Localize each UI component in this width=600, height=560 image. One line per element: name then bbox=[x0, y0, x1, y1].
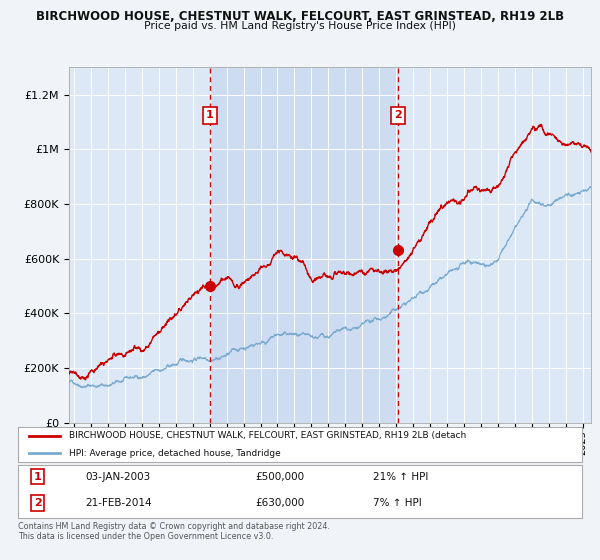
Text: 7% ↑ HPI: 7% ↑ HPI bbox=[373, 498, 422, 508]
Text: 2: 2 bbox=[34, 498, 41, 508]
Text: BIRCHWOOD HOUSE, CHESTNUT WALK, FELCOURT, EAST GRINSTEAD, RH19 2LB (detach: BIRCHWOOD HOUSE, CHESTNUT WALK, FELCOURT… bbox=[69, 431, 466, 441]
Text: BIRCHWOOD HOUSE, CHESTNUT WALK, FELCOURT, EAST GRINSTEAD, RH19 2LB: BIRCHWOOD HOUSE, CHESTNUT WALK, FELCOURT… bbox=[36, 10, 564, 23]
Text: 1: 1 bbox=[206, 110, 214, 120]
Text: Contains HM Land Registry data © Crown copyright and database right 2024.
This d: Contains HM Land Registry data © Crown c… bbox=[18, 522, 330, 542]
Text: 21% ↑ HPI: 21% ↑ HPI bbox=[373, 472, 428, 482]
Text: 03-JAN-2003: 03-JAN-2003 bbox=[86, 472, 151, 482]
Text: Price paid vs. HM Land Registry's House Price Index (HPI): Price paid vs. HM Land Registry's House … bbox=[144, 21, 456, 31]
Text: £630,000: £630,000 bbox=[255, 498, 304, 508]
Text: 2: 2 bbox=[394, 110, 402, 120]
Text: 1: 1 bbox=[34, 472, 41, 482]
Text: £500,000: £500,000 bbox=[255, 472, 304, 482]
Text: 21-FEB-2014: 21-FEB-2014 bbox=[86, 498, 152, 508]
Bar bbox=[210, 67, 398, 423]
Text: HPI: Average price, detached house, Tandridge: HPI: Average price, detached house, Tand… bbox=[69, 449, 281, 458]
